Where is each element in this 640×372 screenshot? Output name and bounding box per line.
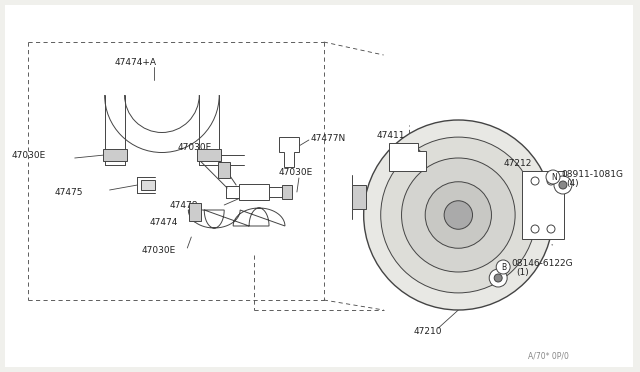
Circle shape (364, 120, 553, 310)
Text: 47030E: 47030E (279, 167, 313, 176)
Circle shape (444, 201, 472, 229)
Bar (352, 185, 365, 209)
Circle shape (243, 186, 255, 198)
Bar (102, 149, 127, 161)
Text: (1): (1) (516, 269, 529, 278)
Circle shape (494, 274, 502, 282)
Text: 47475: 47475 (55, 187, 83, 196)
Bar (522, 171, 564, 239)
Circle shape (554, 176, 572, 194)
Text: B: B (502, 263, 507, 272)
Text: 47030E: 47030E (177, 142, 212, 151)
Circle shape (425, 182, 492, 248)
Text: 47411: 47411 (376, 131, 405, 140)
Bar (218, 162, 230, 178)
Circle shape (559, 181, 567, 189)
Bar (197, 149, 221, 161)
Text: 47474+A: 47474+A (115, 58, 157, 67)
Circle shape (531, 177, 539, 185)
Text: 47030E: 47030E (141, 246, 176, 254)
Text: 08146-6122G: 08146-6122G (511, 260, 573, 269)
Text: A/70* 0P/0: A/70* 0P/0 (528, 352, 569, 360)
Text: 47474: 47474 (150, 218, 178, 227)
Text: 47477N: 47477N (311, 134, 346, 142)
Text: 47212: 47212 (503, 158, 532, 167)
Bar (282, 185, 292, 199)
Polygon shape (188, 208, 285, 228)
Bar (141, 180, 156, 190)
Circle shape (413, 149, 420, 157)
Bar (239, 184, 269, 200)
Circle shape (547, 225, 555, 233)
Circle shape (531, 225, 539, 233)
Bar (189, 203, 201, 221)
Polygon shape (388, 143, 426, 171)
Text: N: N (551, 173, 557, 182)
Circle shape (547, 177, 555, 185)
Circle shape (381, 137, 536, 293)
Circle shape (401, 158, 515, 272)
Text: 08911-1081G: 08911-1081G (561, 170, 623, 179)
Circle shape (253, 186, 265, 198)
Text: 47478: 47478 (170, 201, 198, 209)
Circle shape (396, 152, 406, 162)
Circle shape (546, 170, 560, 184)
Polygon shape (279, 137, 299, 167)
Text: (4): (4) (566, 179, 579, 187)
Circle shape (496, 260, 510, 274)
Circle shape (285, 141, 293, 149)
Text: 47210: 47210 (413, 327, 442, 337)
Text: 47030E: 47030E (12, 151, 46, 160)
Circle shape (489, 269, 507, 287)
